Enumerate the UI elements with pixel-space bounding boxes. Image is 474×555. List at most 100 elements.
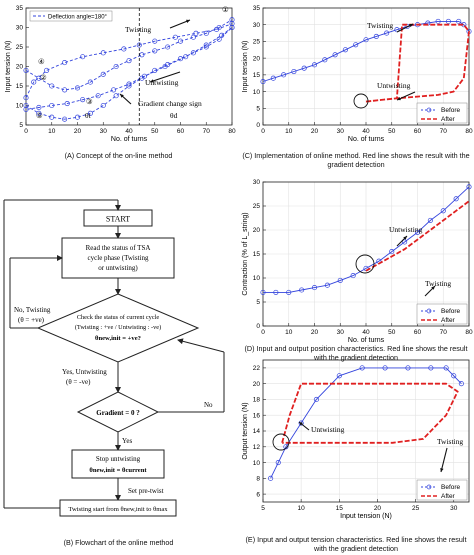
y-tick-label: 30	[253, 22, 261, 29]
flowchart-b: START Read the status of TSA cycle phase…	[3, 199, 225, 517]
caption-d: (D) Input and output position characteri…	[244, 344, 468, 362]
chart-c-online-implementation: 0 10 20 30 40 50 60 70 80 0 5 10 15 20 25 30 35 No. of tu…	[242, 5, 473, 143]
x-tick-label: 0	[24, 128, 28, 135]
flow-no-twisting-sub: (θ = +ve)	[18, 316, 45, 324]
flow-yes-untwisting-label: Yes, Untwisting	[62, 368, 107, 376]
x-tick-label: 5	[261, 505, 265, 512]
data-point	[177, 38, 184, 44]
data-point	[260, 78, 266, 85]
y-tick-label: 20	[16, 64, 24, 71]
data-point	[31, 79, 37, 85]
annotation-arrow	[440, 447, 448, 473]
series-line-after	[281, 382, 459, 444]
x-tick-label: 50	[151, 128, 159, 135]
highlight-circle	[355, 254, 375, 274]
x-tick-label: 0	[261, 128, 265, 135]
data-point	[456, 18, 462, 24]
highlight-circle	[272, 433, 290, 451]
y-tick-label: 25	[16, 44, 24, 51]
x-tick-label: 10	[298, 505, 306, 512]
flow-check-line-2: (Twisting : +ve / Untwisting : -ve)	[75, 324, 161, 331]
annotation-arrowhead	[186, 19, 190, 23]
y-tick-label: 0	[256, 323, 260, 330]
data-point	[229, 24, 235, 31]
y-tick-label: 5	[256, 105, 260, 112]
y-tick-label: 10	[253, 89, 261, 96]
annotation-twisting: Twisting	[425, 279, 451, 288]
legend-label: After	[441, 493, 456, 500]
data-point	[44, 67, 50, 73]
data-point	[443, 365, 449, 371]
x-tick-label: 30	[337, 329, 345, 336]
flow-check-line-3: θnew,init = +ve?	[95, 335, 141, 342]
annotation-arrowhead	[431, 286, 435, 290]
annotation-untwisting: Untwisting	[145, 78, 179, 87]
x-axis-label: Input tension (N)	[340, 513, 392, 520]
y-axis-label: Output tension (N)	[242, 402, 249, 459]
annotation-theta-t: θt	[85, 111, 92, 120]
data-point	[332, 52, 338, 58]
data-point	[324, 282, 330, 288]
x-tick-label: 60	[177, 128, 185, 135]
caption-b: (B) Flowchart of the online method	[63, 538, 174, 547]
x-tick-label: 30	[450, 505, 458, 512]
data-point	[23, 106, 29, 112]
data-point	[183, 54, 189, 60]
data-point	[203, 30, 209, 36]
data-point	[275, 460, 281, 466]
flow-twist-start-label: Twisting start from θnew,init to θmax	[68, 506, 168, 513]
flow-gradient-label: Gradient = 0 ?	[96, 409, 140, 417]
y-tick-label: 14	[253, 428, 261, 435]
x-tick-label: 50	[388, 128, 396, 135]
data-point	[136, 42, 142, 48]
legend-label: Before	[441, 308, 461, 315]
flow-stop-line-1: Stop untwisting	[96, 455, 141, 463]
data-point	[165, 44, 171, 50]
x-tick-label: 20	[311, 329, 319, 336]
annotation-gradient-change: Gradient change sign	[138, 99, 202, 108]
data-point	[311, 62, 318, 68]
y-axis-label: Contraction (% of L_string)	[242, 212, 249, 295]
x-tick-label: 50	[388, 329, 396, 336]
data-point	[172, 34, 178, 40]
series-line-before	[263, 186, 470, 293]
data-point	[229, 17, 235, 23]
data-point	[152, 67, 158, 73]
x-tick-label: 20	[374, 505, 382, 512]
data-point	[405, 365, 411, 371]
data-point	[336, 373, 342, 379]
data-point	[190, 34, 196, 40]
x-tick-label: 40	[362, 329, 370, 336]
data-point	[229, 21, 235, 27]
data-point	[260, 289, 266, 295]
data-point	[126, 58, 132, 64]
data-point	[111, 87, 117, 93]
x-tick-label: 15	[336, 505, 344, 512]
data-point	[74, 85, 81, 91]
data-point	[23, 95, 29, 101]
series-line-3	[25, 19, 233, 91]
flow-set-pretwist-label: Set pre-twist	[128, 487, 164, 495]
data-point	[62, 60, 68, 66]
flow-no-label: No	[204, 401, 213, 409]
flow-stop-line-2: θnew,init = θcurrent	[89, 467, 147, 474]
y-tick-label: 8	[256, 476, 260, 483]
data-point	[49, 114, 55, 120]
x-tick-label: 40	[125, 128, 133, 135]
data-point	[62, 87, 68, 93]
data-point	[428, 365, 434, 371]
y-tick-label: 6	[256, 491, 260, 498]
x-tick-label: 80	[228, 128, 236, 135]
y-tick-label: 35	[16, 5, 24, 12]
data-point	[74, 114, 81, 120]
series-line-before	[270, 367, 462, 479]
x-tick-label: 20	[74, 128, 82, 135]
data-point	[281, 72, 287, 78]
y-tick-label: 20	[253, 55, 261, 62]
data-point	[435, 18, 441, 24]
x-tick-label: 20	[311, 128, 319, 135]
flow-read-line-2: cycle phase (Twisting	[88, 254, 149, 262]
data-point	[394, 27, 400, 33]
data-point	[313, 396, 319, 402]
data-point	[283, 444, 289, 450]
